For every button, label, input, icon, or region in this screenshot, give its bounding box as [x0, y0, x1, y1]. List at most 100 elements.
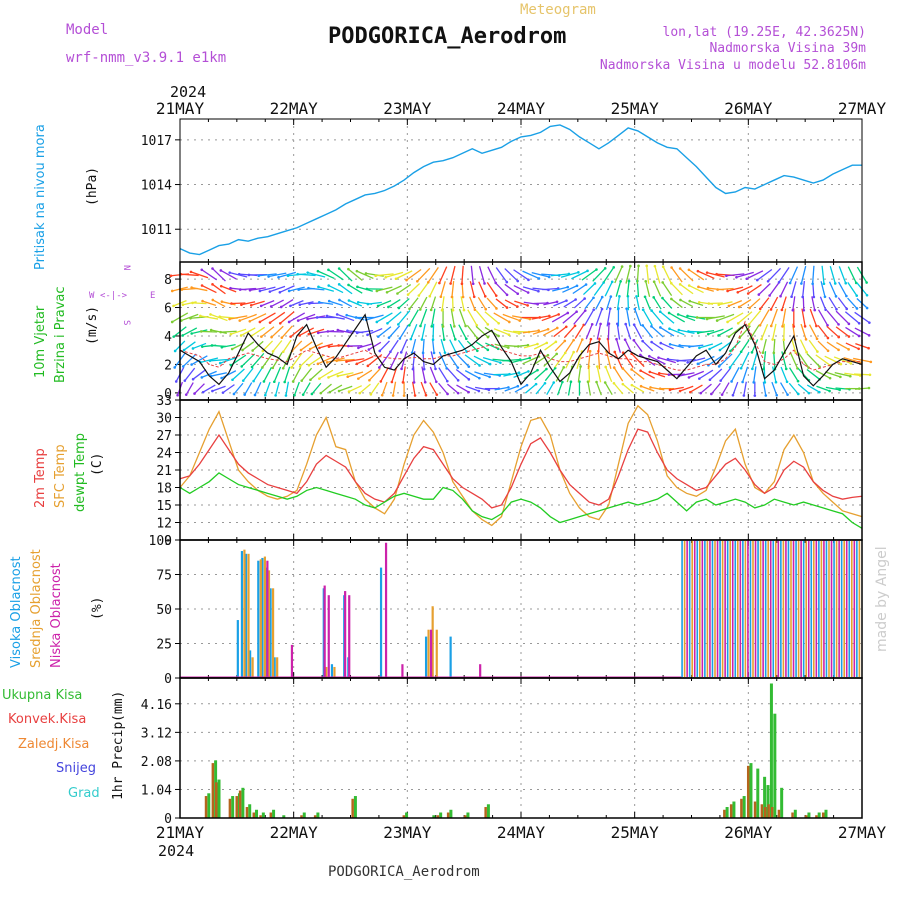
wind-arrow-head [676, 313, 680, 316]
wind-arrow [718, 301, 733, 306]
convective-precip-bar [211, 763, 215, 818]
wind-arrow-head [824, 308, 827, 312]
wind-arrow [799, 339, 808, 353]
convective-precip-bar [436, 815, 440, 818]
wind-arrow-head [621, 382, 625, 386]
wind-arrow [221, 285, 237, 293]
wind-arrow-head [262, 380, 266, 383]
wind-arrow-head [857, 347, 860, 351]
wind-arrow-head [306, 271, 309, 274]
wind-arrow [301, 367, 313, 382]
wind-arrow-head [758, 307, 762, 311]
convective-precip-bar [746, 765, 750, 818]
model-label: Model [66, 22, 108, 38]
wind-arrow [607, 338, 611, 353]
total-precip-bar [241, 787, 245, 818]
wind-arrow [376, 312, 393, 323]
wind-arrow [221, 370, 237, 379]
wind-arrow-head [347, 390, 351, 393]
wind-arrow-head [555, 352, 559, 356]
wind-arrow-head [172, 304, 175, 308]
wind-arrow-head [670, 281, 673, 285]
wind-arrow-head [257, 274, 261, 278]
wind-arrow-head [431, 338, 435, 342]
overcast-bar [729, 540, 731, 677]
wind-arrow [377, 300, 392, 307]
wind-arrow [560, 271, 579, 278]
wind-arrow [367, 301, 382, 305]
wind-arrow-head [208, 359, 212, 363]
wind-arrow [581, 268, 597, 281]
wind-arrow [241, 353, 256, 367]
wind-arrow-head [627, 279, 631, 283]
wind-arrow-head [593, 282, 597, 285]
wind-arrow-head [609, 295, 613, 298]
wind-arrow [398, 298, 410, 309]
wind-arrow-head [572, 338, 575, 342]
wind-arrow [473, 355, 491, 365]
wind-arrow [689, 300, 704, 307]
wind-arrow-head [219, 330, 223, 334]
wind-arrow [698, 329, 715, 334]
wind-arrow-head [833, 282, 837, 285]
wind-arrow [400, 339, 408, 353]
wind-arrow [281, 325, 294, 339]
wind-arrow [376, 286, 393, 292]
wind-arrow [359, 383, 371, 394]
wind-arrow-head [652, 296, 655, 299]
wind-arrow-head [865, 293, 869, 297]
wind-arrow [789, 351, 799, 369]
wind-arrow [562, 285, 578, 293]
wind-arrow-head [668, 342, 672, 346]
wind-arrow-head [658, 387, 662, 390]
wind-arrow-head [422, 367, 426, 371]
wind-arrow-head [801, 295, 805, 299]
overcast-bar [757, 540, 759, 677]
wind-arrow [484, 311, 500, 324]
wind-arrow [551, 312, 569, 323]
wind-arrow [622, 368, 635, 381]
wind-arrow [719, 341, 732, 351]
overcast-bar [838, 540, 840, 677]
wind-arrow-head [741, 380, 744, 384]
wind-arrow-head [728, 366, 732, 369]
wind-arrow-head [347, 267, 350, 271]
mid-cloud-bar [276, 657, 279, 678]
wind-arrow-head [590, 322, 594, 326]
low-cloud-bar [290, 644, 294, 678]
wind-arrow-head [784, 367, 788, 371]
wind-arrow [260, 300, 275, 307]
wind-arrow-head [366, 333, 369, 337]
wind-arrow-head [445, 379, 449, 383]
wind-arrow [522, 286, 539, 292]
wind-arrow [741, 366, 749, 383]
wind-arrow [762, 381, 767, 396]
wind-arrow-head [796, 379, 800, 383]
temp-label-3: dewpt Temp [73, 433, 88, 512]
wind-arrow-head [604, 365, 607, 369]
convective-precip-bar [729, 804, 733, 818]
wind-arrow [817, 309, 829, 326]
mid-cloud-bar [271, 588, 275, 678]
wind-arrow [662, 282, 673, 297]
wind-arrow-head [337, 344, 340, 347]
wind-arrow-head [211, 283, 214, 286]
compass-e: E [150, 291, 155, 301]
wind-arrow [616, 323, 621, 340]
wind-arrow [625, 265, 631, 284]
wind-arrow [845, 326, 860, 337]
wind-arrow [677, 313, 696, 322]
wind-arrow [577, 366, 582, 383]
wind-arrow-head [761, 351, 765, 355]
wind-arrow [182, 301, 197, 306]
wind-arrow-head [823, 295, 827, 299]
wind-arrow [762, 338, 767, 353]
cloud-label-3: Niska Oblacnost [49, 563, 64, 668]
wind-arrow-head [661, 281, 664, 284]
wind-arrow-head [219, 269, 223, 272]
wind-arrow-head [752, 381, 756, 384]
wind-arrow [192, 302, 207, 305]
wind-arrow-head [239, 334, 243, 337]
wind-arrow-head [446, 392, 449, 396]
total-precip-bar [793, 809, 797, 818]
